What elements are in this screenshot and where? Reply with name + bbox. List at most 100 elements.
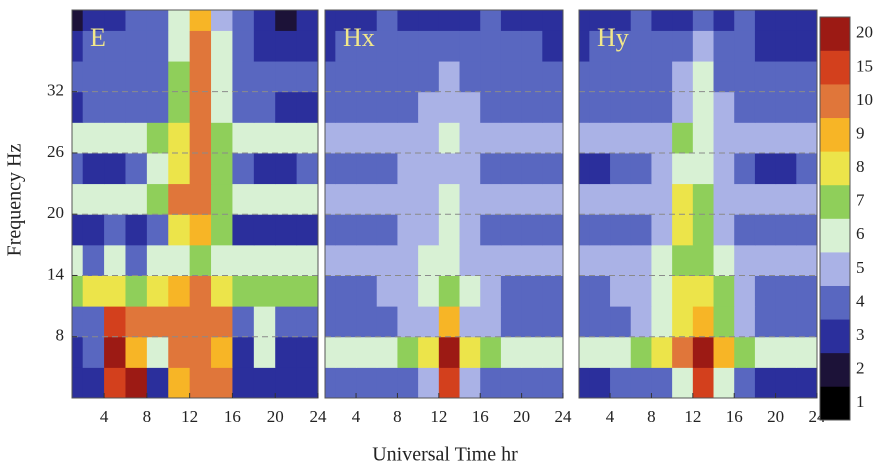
heatmap-cell [211, 245, 233, 276]
heatmap-cell [275, 92, 297, 123]
x-tick-label: 12 [684, 407, 701, 426]
colorbar-segment [820, 151, 850, 185]
heatmap-cell [796, 61, 817, 92]
heatmap-cell [104, 122, 126, 153]
heatmap-cell [672, 30, 693, 61]
heatmap-cell [439, 122, 460, 153]
heatmap-cell [397, 367, 418, 398]
heatmap-cell [693, 245, 714, 276]
heatmap-cell [190, 61, 212, 92]
heatmap-cell [356, 275, 377, 306]
heatmap-cell [542, 184, 563, 215]
colorbar-label: 8 [856, 157, 865, 176]
heatmap-cell [377, 275, 398, 306]
heatmap-cell [356, 306, 377, 337]
heatmap-cell [418, 153, 439, 184]
heatmap-cell [672, 214, 693, 245]
heatmap-cell [631, 245, 652, 276]
heatmap-cell [734, 245, 755, 276]
heatmap-cell [714, 153, 735, 184]
heatmap-cell [542, 306, 563, 337]
heatmap-cell [610, 214, 631, 245]
heatmap-cell [501, 122, 522, 153]
heatmap-cell [439, 367, 460, 398]
heatmap-cell [631, 61, 652, 92]
heatmap-cell [755, 92, 776, 123]
colorbar-segment [820, 319, 850, 353]
heatmap-cell [542, 61, 563, 92]
heatmap-cell [460, 245, 481, 276]
x-tick-label: 16 [726, 407, 743, 426]
colorbar-segment [820, 51, 850, 85]
heatmap-cell [501, 337, 522, 368]
heatmap-cell [460, 122, 481, 153]
heatmap-cell [542, 153, 563, 184]
heatmap-cell [275, 153, 297, 184]
heatmap-cell [672, 337, 693, 368]
heatmap-cell [356, 367, 377, 398]
x-tick-label: 4 [606, 407, 615, 426]
heatmap-cell [542, 367, 563, 398]
heatmap-cell [125, 30, 147, 61]
heatmap-cell [714, 0, 735, 31]
heatmap-cell [480, 122, 501, 153]
heatmap-cell [776, 245, 797, 276]
heatmap-cell [190, 367, 212, 398]
heatmap-cell [83, 245, 105, 276]
heatmap-cell [418, 184, 439, 215]
heatmap-cell [589, 306, 610, 337]
heatmap-cell [542, 245, 563, 276]
heatmap-cell [104, 306, 126, 337]
x-tick-label: 20 [767, 407, 784, 426]
heatmap-cell [335, 153, 356, 184]
heatmap-cell [522, 337, 543, 368]
heatmap-cell [147, 30, 169, 61]
heatmap-cell [631, 92, 652, 123]
heatmap-cell [297, 0, 319, 31]
heatmap-cell [439, 184, 460, 215]
heatmap-cell [297, 61, 319, 92]
heatmap-cell [418, 30, 439, 61]
heatmap-cell [522, 0, 543, 31]
heatmap-cell [776, 92, 797, 123]
colorbar-label: 7 [856, 191, 865, 210]
heatmap-cell [631, 306, 652, 337]
heatmap-cell [104, 337, 126, 368]
x-tick-label: 8 [647, 407, 656, 426]
heatmap-cell [190, 0, 212, 31]
heatmap-cell [672, 275, 693, 306]
heatmap-cell [232, 184, 254, 215]
heatmap-cell [297, 30, 319, 61]
heatmap-cell [232, 0, 254, 31]
heatmap-cell [297, 184, 319, 215]
heatmap-cell [104, 0, 126, 31]
panel [315, 0, 564, 399]
colorbar-segment [820, 84, 850, 118]
heatmap-cell [397, 184, 418, 215]
heatmap-cell [211, 61, 233, 92]
heatmap-cell [501, 92, 522, 123]
heatmap-cell [776, 306, 797, 337]
heatmap-cell [672, 184, 693, 215]
heatmap-cell [480, 306, 501, 337]
heatmap-cell [83, 184, 105, 215]
heatmap-cell [254, 61, 276, 92]
heatmap-cell [522, 153, 543, 184]
heatmap-cell [714, 214, 735, 245]
heatmap-cell [480, 92, 501, 123]
heatmap-cell [275, 122, 297, 153]
heatmap-cell [651, 184, 672, 215]
heatmap-cell [501, 306, 522, 337]
heatmap-cell [275, 337, 297, 368]
heatmap-cell [83, 367, 105, 398]
heatmap-cell [147, 306, 169, 337]
heatmap-cell [232, 275, 254, 306]
colorbar-segment [820, 185, 850, 219]
heatmap-cell [275, 245, 297, 276]
colorbar-label: 4 [856, 291, 865, 310]
heatmap-cell [501, 0, 522, 31]
heatmap-cell [418, 337, 439, 368]
heatmap-cell [631, 337, 652, 368]
heatmap-cell [610, 245, 631, 276]
heatmap-cell [672, 153, 693, 184]
